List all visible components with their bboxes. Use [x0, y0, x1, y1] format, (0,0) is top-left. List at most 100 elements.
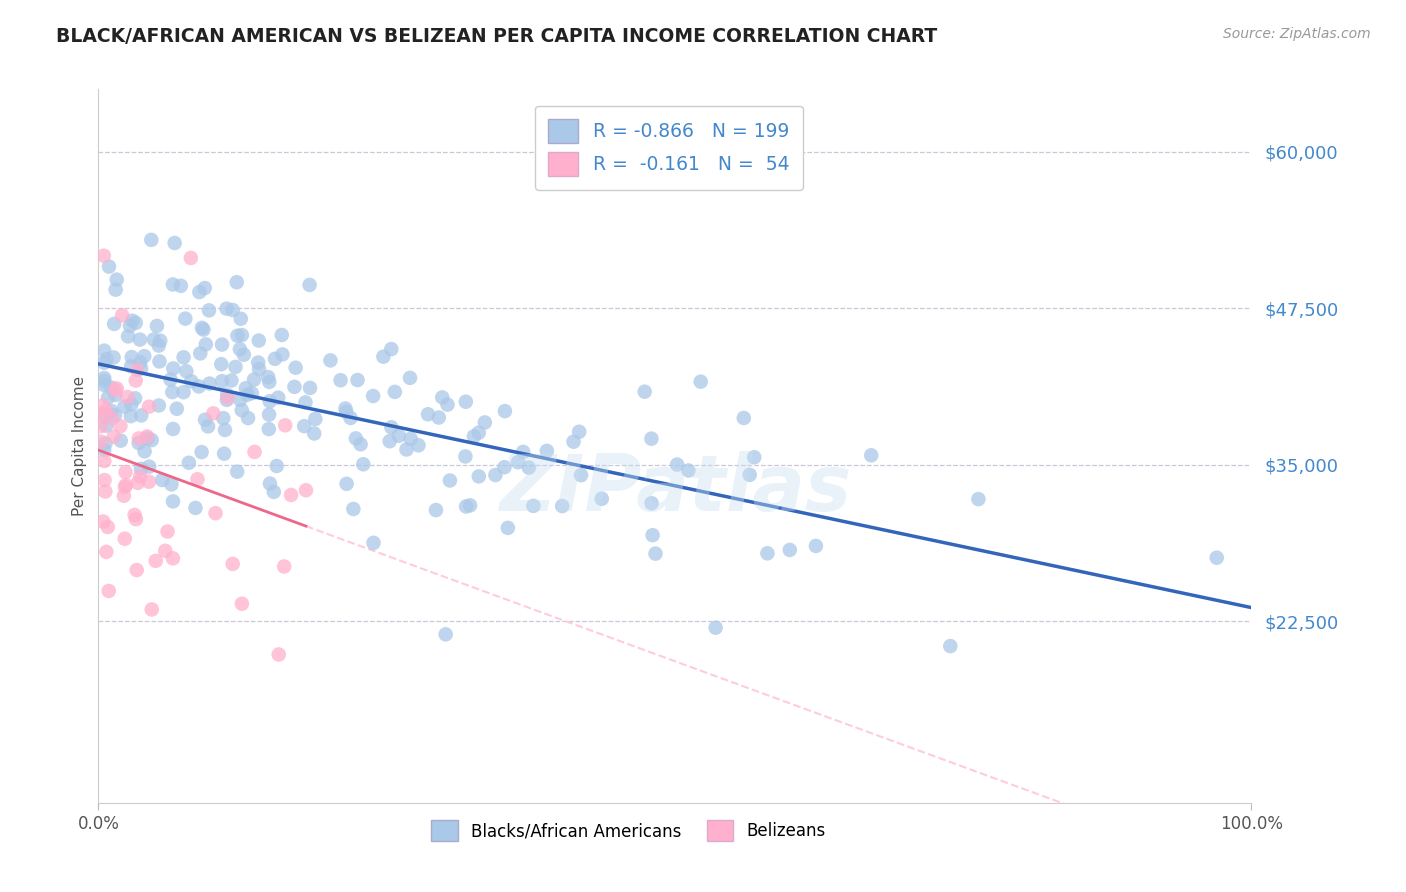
Point	[120, 409, 142, 424]
Point	[124, 508, 146, 522]
Point	[225, 275, 247, 289]
Point	[129, 462, 152, 476]
Point	[120, 359, 142, 374]
Point	[145, 554, 167, 568]
Point	[454, 500, 477, 514]
Point	[93, 374, 115, 388]
Point	[162, 277, 184, 292]
Point	[162, 385, 184, 400]
Point	[339, 411, 361, 425]
Point	[103, 430, 125, 444]
Point	[91, 515, 114, 529]
Point	[128, 432, 150, 446]
Point	[484, 468, 506, 483]
Point	[267, 648, 290, 662]
Point	[214, 423, 236, 437]
Point	[91, 398, 114, 412]
Point	[150, 473, 173, 487]
Point	[162, 551, 184, 566]
Point	[97, 391, 120, 405]
Point	[361, 389, 384, 403]
Point	[194, 413, 217, 427]
Point	[257, 422, 280, 436]
Point	[640, 432, 662, 446]
Point	[247, 334, 270, 348]
Point	[97, 520, 120, 534]
Point	[212, 447, 235, 461]
Point	[110, 434, 132, 448]
Point	[104, 383, 127, 397]
Point	[215, 392, 238, 407]
Point	[399, 432, 422, 446]
Point	[335, 401, 357, 416]
Point	[666, 458, 689, 472]
Point	[100, 411, 122, 425]
Point	[129, 361, 152, 376]
Point	[173, 385, 195, 400]
Point	[280, 488, 302, 502]
Point	[1205, 550, 1227, 565]
Point	[468, 425, 491, 440]
Point	[335, 405, 357, 419]
Point	[298, 277, 321, 292]
Legend: Blacks/African Americans, Belizeans: Blacks/African Americans, Belizeans	[425, 814, 832, 848]
Point	[243, 373, 266, 387]
Point	[112, 489, 135, 503]
Point	[346, 373, 368, 387]
Point	[640, 496, 662, 510]
Point	[266, 458, 288, 473]
Point	[111, 308, 134, 322]
Point	[236, 387, 259, 401]
Point	[738, 467, 761, 482]
Text: ZIPatlas: ZIPatlas	[499, 450, 851, 527]
Point	[148, 399, 170, 413]
Point	[191, 321, 214, 335]
Y-axis label: Per Capita Income: Per Capita Income	[72, 376, 87, 516]
Point	[104, 283, 127, 297]
Point	[93, 378, 115, 392]
Point	[217, 391, 239, 405]
Point	[292, 419, 315, 434]
Point	[110, 419, 132, 434]
Point	[427, 410, 450, 425]
Point	[94, 484, 117, 499]
Point	[231, 403, 253, 417]
Point	[93, 409, 115, 424]
Point	[380, 342, 402, 356]
Point	[352, 457, 374, 471]
Point	[568, 425, 591, 439]
Point	[127, 475, 149, 490]
Point	[94, 436, 117, 450]
Point	[98, 260, 121, 274]
Point	[742, 450, 765, 465]
Point	[860, 448, 883, 462]
Point	[551, 499, 574, 513]
Point	[336, 476, 359, 491]
Point	[221, 374, 243, 388]
Point	[184, 500, 207, 515]
Point	[226, 328, 249, 343]
Point	[103, 317, 125, 331]
Point	[204, 506, 226, 520]
Point	[129, 409, 152, 423]
Point	[468, 469, 491, 483]
Point	[155, 543, 177, 558]
Point	[591, 491, 613, 506]
Point	[114, 480, 136, 494]
Point	[236, 411, 259, 425]
Point	[264, 351, 287, 366]
Point	[100, 380, 122, 394]
Point	[349, 437, 371, 451]
Point	[641, 528, 664, 542]
Point	[97, 583, 120, 598]
Point	[271, 347, 294, 361]
Point	[141, 602, 163, 616]
Point	[474, 416, 496, 430]
Point	[512, 445, 534, 459]
Point	[704, 621, 727, 635]
Point	[342, 502, 364, 516]
Point	[198, 376, 221, 391]
Point	[222, 557, 245, 571]
Point	[149, 334, 172, 348]
Point	[211, 374, 233, 388]
